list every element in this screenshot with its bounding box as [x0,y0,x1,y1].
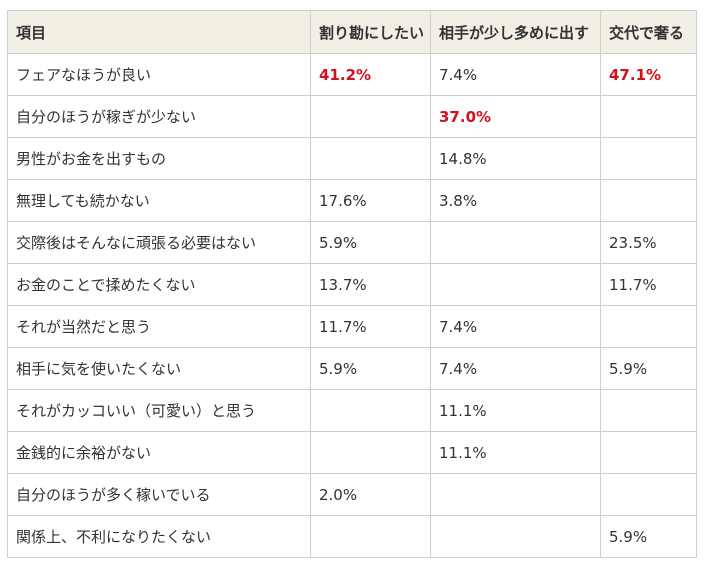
table-row: それが当然だと思う 11.7% 7.4% [7,305,697,348]
cell-partner-more [430,263,601,306]
row-label: 関係上、不利になりたくない [7,515,311,558]
cell-split: 5.9% [310,221,431,264]
cell-alternate: 23.5% [600,221,697,264]
table-row: 交際後はそんなに頑張る必要はない 5.9% 23.5% [7,221,697,264]
row-label: 交際後はそんなに頑張る必要はない [7,221,311,264]
cell-split [310,95,431,138]
row-label: 自分のほうが多く稼いでいる [7,473,311,516]
column-header-split: 割り勘にしたい [310,10,431,54]
row-label: フェアなほうが良い [7,53,311,96]
table-row: それがカッコいい（可愛い）と思う 11.1% [7,389,697,432]
row-label: 自分のほうが稼ぎが少ない [7,95,311,138]
cell-partner-more: 7.4% [430,53,601,96]
row-label: 金銭的に余裕がない [7,431,311,474]
row-label: 相手に気を使いたくない [7,347,311,390]
table-header-row: 項目 割り勘にしたい 相手が少し多めに出す 交代で奢る [7,10,697,54]
cell-split [310,389,431,432]
cell-partner-more [430,473,601,516]
cell-split: 13.7% [310,263,431,306]
column-header-alternate: 交代で奢る [600,10,697,54]
row-label: 男性がお金を出すもの [7,137,311,180]
column-header-item: 項目 [7,10,311,54]
cell-split: 17.6% [310,179,431,222]
cell-alternate [600,179,697,222]
row-label: お金のことで揉めたくない [7,263,311,306]
cell-partner-more: 11.1% [430,389,601,432]
cell-alternate [600,95,697,138]
cell-alternate [600,389,697,432]
cell-alternate [600,305,697,348]
table-row: 金銭的に余裕がない 11.1% [7,431,697,474]
cell-partner-more: 37.0% [430,95,601,138]
cell-split: 2.0% [310,473,431,516]
row-label: それがカッコいい（可愛い）と思う [7,389,311,432]
survey-table: 項目 割り勘にしたい 相手が少し多めに出す 交代で奢る フェアなほうが良い 41… [7,10,697,558]
cell-alternate [600,431,697,474]
table-row: フェアなほうが良い 41.2% 7.4% 47.1% [7,53,697,96]
cell-split: 11.7% [310,305,431,348]
cell-split: 5.9% [310,347,431,390]
cell-alternate [600,473,697,516]
table-row: 相手に気を使いたくない 5.9% 7.4% 5.9% [7,347,697,390]
cell-alternate: 11.7% [600,263,697,306]
cell-partner-more: 14.8% [430,137,601,180]
cell-split [310,515,431,558]
cell-alternate: 5.9% [600,347,697,390]
column-header-partner-more: 相手が少し多めに出す [430,10,601,54]
cell-alternate: 5.9% [600,515,697,558]
table-row: お金のことで揉めたくない 13.7% 11.7% [7,263,697,306]
row-label: 無理しても続かない [7,179,311,222]
cell-alternate: 47.1% [600,53,697,96]
cell-partner-more: 3.8% [430,179,601,222]
cell-partner-more: 11.1% [430,431,601,474]
table-row: 無理しても続かない 17.6% 3.8% [7,179,697,222]
cell-alternate [600,137,697,180]
survey-table-container: 項目 割り勘にしたい 相手が少し多めに出す 交代で奢る フェアなほうが良い 41… [7,10,697,558]
cell-partner-more [430,221,601,264]
table-row: 自分のほうが稼ぎが少ない 37.0% [7,95,697,138]
cell-split: 41.2% [310,53,431,96]
row-label: それが当然だと思う [7,305,311,348]
table-row: 関係上、不利になりたくない 5.9% [7,515,697,558]
cell-partner-more: 7.4% [430,305,601,348]
cell-partner-more [430,515,601,558]
table-row: 自分のほうが多く稼いでいる 2.0% [7,473,697,516]
cell-split [310,137,431,180]
cell-partner-more: 7.4% [430,347,601,390]
cell-split [310,431,431,474]
table-row: 男性がお金を出すもの 14.8% [7,137,697,180]
